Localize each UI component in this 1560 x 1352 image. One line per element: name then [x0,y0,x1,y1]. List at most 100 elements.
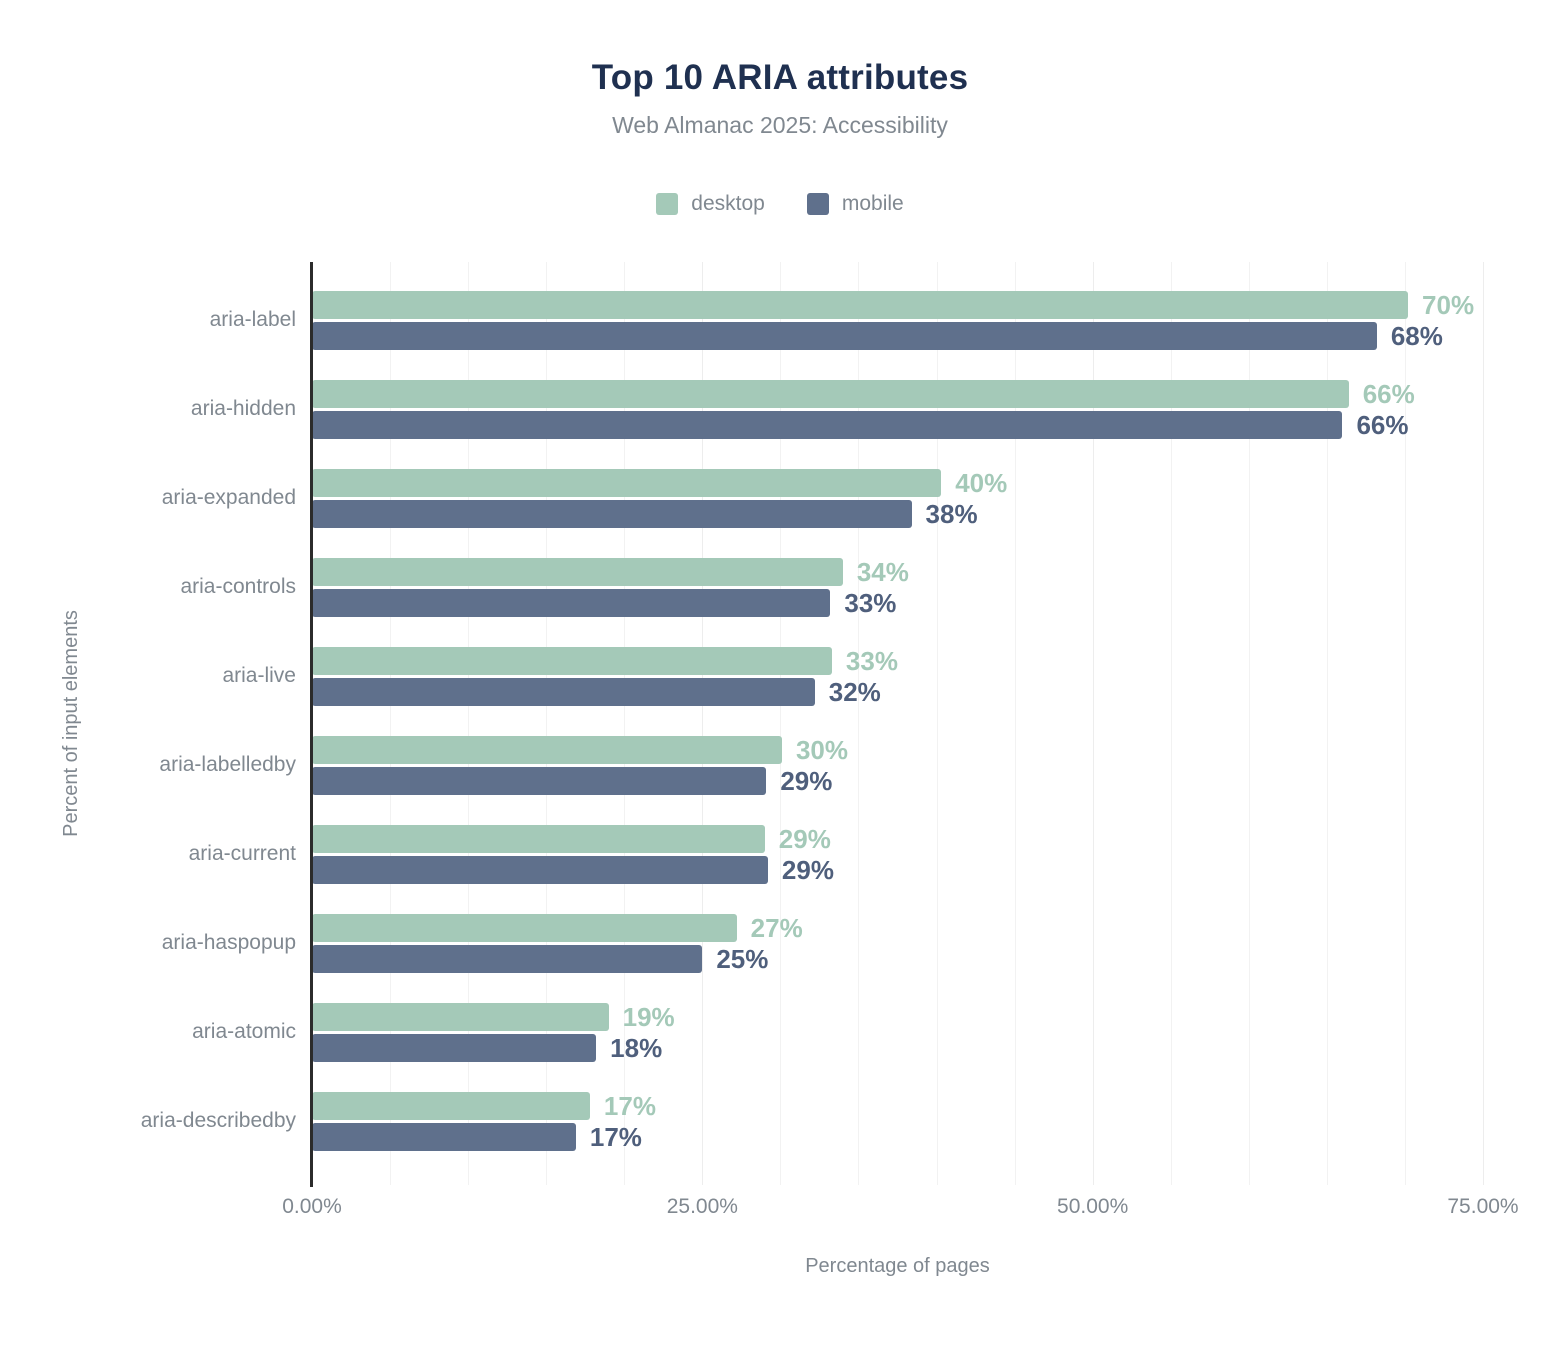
plot-area: 70% 68% 66% 66% 40% 38% 34% 33% 33% 32% 30% 29% 29% 2… [312,262,1484,1185]
bar-desktop-aria-expanded[interactable]: 40% [312,467,1008,498]
bar-rect-mobile-aria-labelledby [312,767,767,795]
bar-rect-desktop-aria-haspopup [312,914,737,942]
bar-desktop-aria-live[interactable]: 33% [312,645,898,676]
bar-mobile-aria-controls[interactable]: 33% [312,587,897,618]
y-axis-label-aria-describedby: aria-describedby [140,1109,296,1132]
bar-value-mobile-aria-current: 29% [781,854,834,885]
bar-rect-desktop-aria-expanded [312,469,942,497]
y-axis-label-aria-atomic: aria-atomic [192,1020,296,1043]
y-axis-label-aria-live: aria-live [222,664,296,687]
y-axis-label-aria-controls: aria-controls [180,575,296,598]
x-axis-tick-25.00%: 25.00% [666,1195,738,1218]
bar-value-desktop-aria-label: 70% [1422,289,1475,320]
bar-value-desktop-aria-expanded: 40% [955,467,1008,498]
gridline-75 [1483,262,1484,1185]
bar-desktop-aria-controls[interactable]: 34% [312,556,909,587]
bar-value-mobile-aria-expanded: 38% [925,498,978,529]
bar-rect-mobile-aria-expanded [312,500,912,528]
bar-value-mobile-aria-labelledby: 29% [780,765,833,796]
bar-group-aria-atomic: 19% 18% [312,1001,1483,1063]
bar-value-desktop-aria-hidden: 66% [1362,378,1415,409]
x-axis-title: Percentage of pages [805,1255,990,1277]
bar-rect-desktop-aria-describedby [312,1092,590,1120]
bar-rect-desktop-aria-live [312,647,832,675]
bar-group-aria-hidden: 66% 66% [312,378,1483,440]
bar-desktop-aria-describedby[interactable]: 17% [312,1090,656,1121]
bar-mobile-aria-current[interactable]: 29% [312,854,834,885]
bar-rect-mobile-aria-describedby [312,1123,576,1151]
bar-value-desktop-aria-haspopup: 27% [750,912,803,943]
x-axis-tick-0.00%: 0.00% [282,1195,342,1218]
legend-label-desktop: desktop [691,192,765,215]
legend-swatch-desktop [656,193,679,215]
y-axis-category-labels: aria-label aria-hidden aria-expanded aria-c… [0,262,296,1185]
y-axis-label-aria-expanded: aria-expanded [161,486,296,509]
bar-desktop-aria-current[interactable]: 29% [312,823,831,854]
bar-rect-mobile-aria-atomic [312,1034,597,1062]
bar-group-aria-live: 33% 32% [312,645,1483,707]
bar-mobile-aria-expanded[interactable]: 38% [312,498,978,529]
bar-value-mobile-aria-label: 68% [1390,320,1443,351]
bar-value-mobile-aria-live: 32% [828,676,881,707]
bar-group-aria-label: 70% 68% [312,289,1483,351]
bar-desktop-aria-haspopup[interactable]: 27% [312,912,803,943]
bar-mobile-aria-hidden[interactable]: 66% [312,409,1409,440]
bar-group-aria-labelledby: 30% 29% [312,734,1483,796]
bar-value-desktop-aria-atomic: 19% [622,1001,675,1032]
bar-value-mobile-aria-hidden: 66% [1356,409,1409,440]
bar-rows: 70% 68% 66% 66% 40% 38% 34% 33% 33% 32% 30% 29% 29% 2… [312,262,1483,1185]
legend-item-mobile[interactable]: mobile [806,192,904,216]
bar-value-desktop-aria-labelledby: 30% [795,734,848,765]
bar-group-aria-expanded: 40% 38% [312,467,1483,529]
bar-desktop-aria-atomic[interactable]: 19% [312,1001,675,1032]
chart-subtitle: Web Almanac 2025: Accessibility [612,112,948,138]
x-axis-tick-75.00%: 75.00% [1447,1195,1519,1218]
legend-swatch-mobile [806,193,829,215]
y-axis-line [310,262,313,1187]
bar-mobile-aria-live[interactable]: 32% [312,676,881,707]
y-axis-label-aria-labelledby: aria-labelledby [159,753,296,776]
bar-value-desktop-aria-controls: 34% [856,556,909,587]
bar-rect-desktop-aria-current [312,825,765,853]
bar-rect-desktop-aria-hidden [312,380,1349,408]
bar-value-mobile-aria-haspopup: 25% [716,943,769,974]
bar-rect-mobile-aria-haspopup [312,945,703,973]
bar-group-aria-describedby: 17% 17% [312,1090,1483,1152]
y-axis-label-aria-label: aria-label [209,308,296,331]
y-axis-title-text: Percent of input elements [59,610,82,837]
bar-rect-mobile-aria-label [312,322,1377,350]
legend-item-desktop[interactable]: desktop [656,192,765,216]
bar-rect-mobile-aria-hidden [312,411,1343,439]
x-axis-tick-50.00%: 50.00% [1057,1195,1129,1218]
bar-value-mobile-aria-describedby: 17% [589,1121,642,1152]
bar-mobile-aria-haspopup[interactable]: 25% [312,943,769,974]
bar-rect-mobile-aria-live [312,678,815,706]
legend-label-mobile: mobile [841,192,904,215]
bar-desktop-aria-hidden[interactable]: 66% [312,378,1415,409]
bar-mobile-aria-labelledby[interactable]: 29% [312,765,833,796]
bar-desktop-aria-labelledby[interactable]: 30% [312,734,848,765]
bar-rect-mobile-aria-controls [312,589,831,617]
bar-mobile-aria-label[interactable]: 68% [312,320,1443,351]
y-axis-label-aria-haspopup: aria-haspopup [161,931,296,954]
x-axis-ticks: 0.00% 25.00% 50.00% 75.00% [282,1195,1518,1235]
bar-value-desktop-aria-live: 33% [845,645,898,676]
bar-group-aria-current: 29% 29% [312,823,1483,885]
bar-value-desktop-aria-current: 29% [778,823,831,854]
bar-rect-desktop-aria-atomic [312,1003,609,1031]
bar-rect-desktop-aria-labelledby [312,736,782,764]
y-axis-label-aria-current: aria-current [188,842,296,865]
page-title: Top 10 ARIA attributes [591,58,969,97]
bar-group-aria-controls: 34% 33% [312,556,1483,618]
bar-desktop-aria-label[interactable]: 70% [312,289,1475,320]
bar-mobile-aria-atomic[interactable]: 18% [312,1032,663,1063]
y-axis-title: Percent of input elements [56,262,86,1185]
bar-value-mobile-aria-atomic: 18% [610,1032,663,1063]
bar-mobile-aria-describedby[interactable]: 17% [312,1121,642,1152]
bar-value-desktop-aria-describedby: 17% [603,1090,656,1121]
y-axis-label-aria-hidden: aria-hidden [190,397,296,420]
bar-group-aria-haspopup: 27% 25% [312,912,1483,974]
bar-rect-mobile-aria-current [312,856,768,884]
bar-value-mobile-aria-controls: 33% [844,587,897,618]
